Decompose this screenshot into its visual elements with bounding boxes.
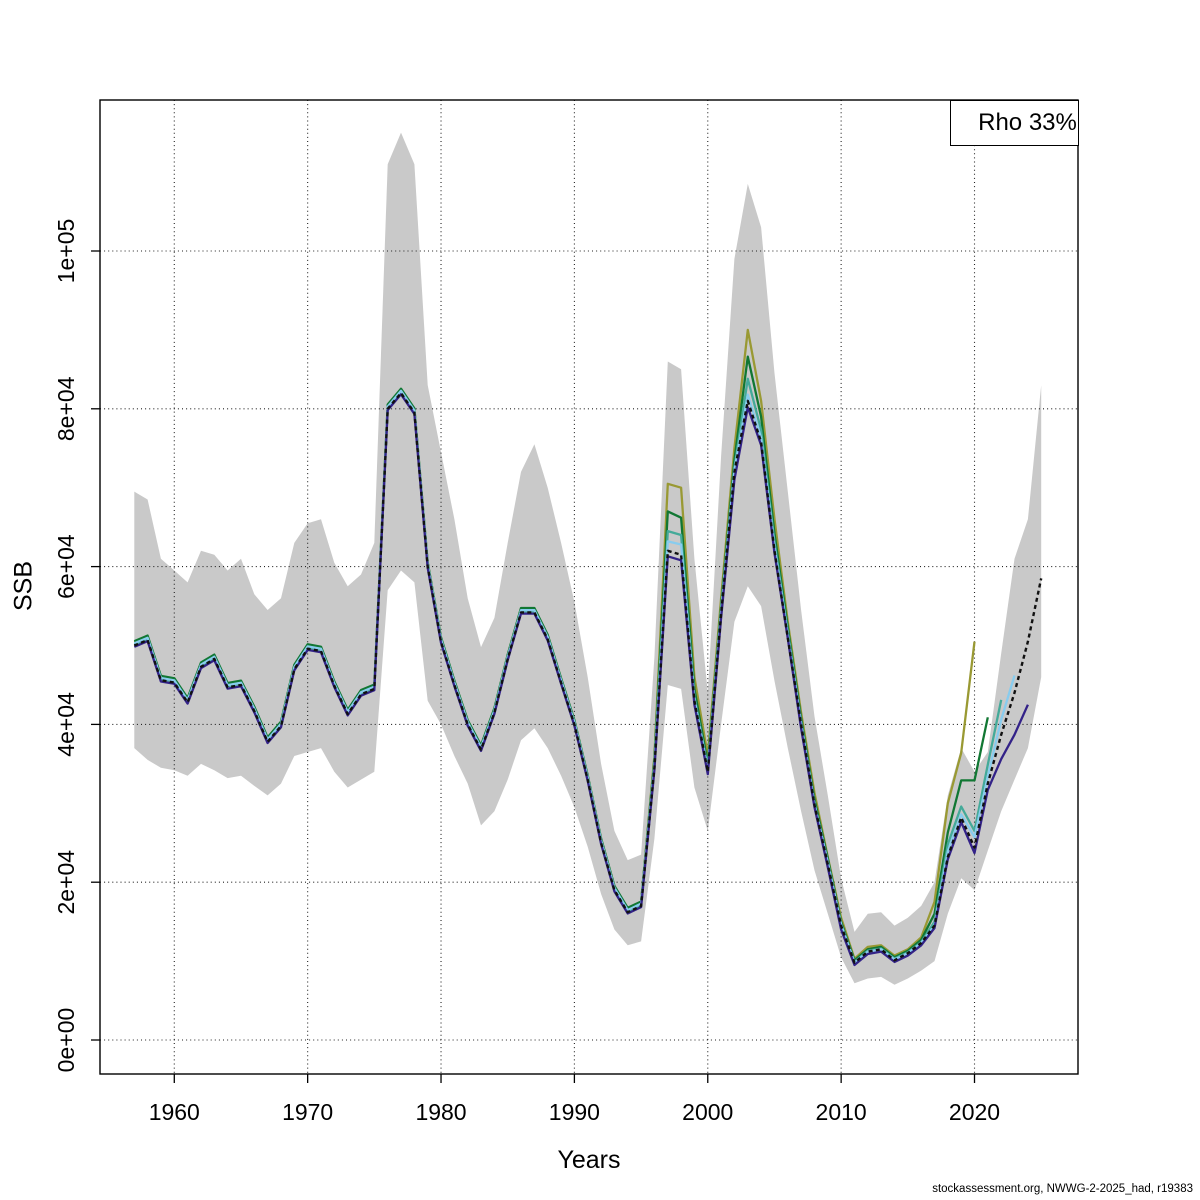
axis-ticks: [91, 250, 976, 1083]
y-axis-title: SSB: [9, 560, 38, 612]
y-tick-label: 8e+04: [53, 376, 79, 441]
y-tick-label: 2e+04: [53, 850, 79, 915]
rho-legend-label: Rho 33%: [978, 109, 1077, 136]
plot-frame: [99, 99, 1079, 1075]
x-tick-label: 1960: [149, 1099, 200, 1125]
rho-legend-box: Rho 33%: [950, 100, 1079, 146]
x-tick-label: 1980: [415, 1099, 466, 1125]
attribution-text: stockassessment.org, NWWG-2-2025_had, r1…: [932, 1183, 1193, 1195]
confidence-band: [134, 132, 1042, 985]
x-tick-label: 1990: [549, 1099, 600, 1125]
y-tick-label: 6e+04: [53, 534, 79, 599]
y-tick-label: 4e+04: [53, 692, 79, 757]
x-tick-label: 2010: [816, 1099, 867, 1125]
axis-tick-labels: 1960 1970 1980 1990 2000 2010 2020 0e+00 2e+04 4e…: [53, 219, 1000, 1125]
series-line-base-run-2025: [133, 391, 1043, 964]
x-axis-title: Years: [557, 1146, 621, 1174]
x-tick-label: 2020: [949, 1099, 1000, 1125]
y-tick-label: 0e+00: [53, 1008, 79, 1073]
y-tick-label: 1e+05: [53, 219, 79, 284]
x-tick-label: 2000: [682, 1099, 733, 1125]
x-tick-label: 1970: [282, 1099, 333, 1125]
